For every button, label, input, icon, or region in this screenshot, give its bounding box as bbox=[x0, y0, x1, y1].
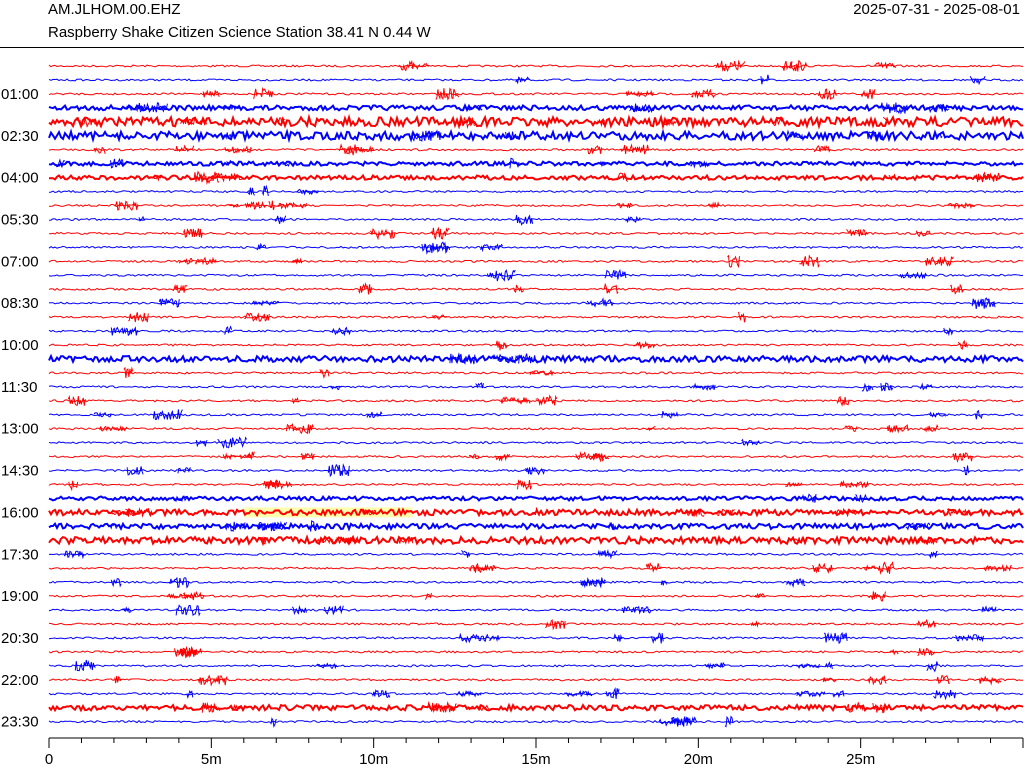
trace-row bbox=[48, 604, 1024, 617]
row-time-label: 04:00 bbox=[1, 170, 39, 187]
trace-row bbox=[48, 382, 1024, 392]
trace-row bbox=[48, 352, 1024, 365]
x-tick-label: 5m bbox=[201, 751, 222, 768]
trace-row bbox=[48, 113, 1024, 131]
trace-row bbox=[48, 184, 1024, 197]
trace-row bbox=[48, 281, 1024, 295]
trace-row bbox=[48, 59, 1024, 73]
trace-row bbox=[48, 436, 1024, 449]
trace-row bbox=[48, 576, 1024, 589]
x-tick-label: 25m bbox=[846, 751, 875, 768]
trace-row bbox=[49, 226, 1024, 241]
row-time-label: 17:30 bbox=[1, 546, 39, 563]
x-tick-label: 20m bbox=[684, 751, 713, 768]
trace-row bbox=[48, 200, 1024, 211]
trace-row bbox=[48, 451, 1024, 463]
trace-row bbox=[48, 297, 1024, 309]
row-time-label: 08:30 bbox=[1, 295, 39, 312]
trace-row bbox=[48, 157, 1024, 169]
trace-row bbox=[48, 506, 1024, 518]
trace-row bbox=[48, 74, 1024, 86]
trace-row bbox=[48, 423, 1024, 435]
time-labels: 01:00 02:30 04:00 05:30 07:00 08:30 10:00 11:30… bbox=[1, 86, 39, 731]
trace-row bbox=[48, 254, 1024, 269]
trace-row bbox=[48, 561, 1024, 575]
trace-row bbox=[48, 659, 1024, 673]
row-time-label: 14:30 bbox=[1, 463, 39, 480]
trace-row bbox=[48, 631, 1024, 645]
row-time-label: 02:30 bbox=[1, 128, 39, 145]
row-time-label: 07:00 bbox=[1, 253, 39, 270]
row-time-label: 11:30 bbox=[1, 379, 37, 396]
x-tick-label: 15m bbox=[521, 751, 550, 768]
row-time-label: 23:30 bbox=[1, 714, 39, 731]
row-time-label: 20:30 bbox=[1, 630, 39, 647]
trace-row bbox=[48, 700, 1024, 714]
trace-row bbox=[48, 463, 1024, 478]
trace-row bbox=[48, 618, 1024, 631]
row-time-label: 16:00 bbox=[1, 504, 39, 521]
trace-row bbox=[48, 493, 1024, 504]
trace-row bbox=[48, 128, 1024, 144]
seismic-traces bbox=[48, 59, 1024, 728]
trace-row bbox=[48, 325, 1023, 337]
row-time-label: 19:00 bbox=[1, 588, 39, 605]
station-description: Raspberry Shake Citizen Science Station … bbox=[48, 24, 431, 41]
x-tick-label: 0 bbox=[45, 751, 53, 768]
trace-row bbox=[48, 409, 1024, 421]
trace-row bbox=[48, 214, 1024, 226]
trace-row bbox=[48, 311, 1023, 323]
station-id: AM.JLHOM.00.EHZ bbox=[48, 1, 181, 18]
row-time-label: 22:00 bbox=[1, 672, 39, 689]
row-time-label: 13:00 bbox=[1, 421, 39, 438]
trace-row bbox=[49, 590, 1024, 602]
trace-row bbox=[48, 674, 1024, 687]
trace-row bbox=[48, 394, 1024, 407]
trace-row bbox=[48, 479, 1024, 492]
row-time-label: 01:00 bbox=[1, 86, 39, 103]
x-tick-label: 10m bbox=[359, 751, 388, 768]
trace-row bbox=[48, 715, 1024, 728]
trace-row bbox=[48, 268, 1024, 282]
date-range: 2025-07-31 - 2025-08-01 bbox=[853, 1, 1020, 18]
trace-row bbox=[48, 366, 1024, 379]
row-time-label: 05:30 bbox=[1, 211, 39, 228]
trace-row bbox=[48, 241, 1024, 255]
trace-row bbox=[48, 645, 1024, 659]
row-time-label: 10:00 bbox=[1, 337, 39, 354]
trace-row bbox=[48, 686, 1024, 701]
trace-row bbox=[48, 170, 1024, 186]
trace-row bbox=[48, 534, 1024, 547]
event-highlight bbox=[243, 507, 413, 518]
trace-row bbox=[48, 143, 1024, 156]
trace-row bbox=[48, 86, 1024, 101]
header-divider bbox=[0, 47, 1024, 48]
x-axis: 0 5m 10m 15m 20m 25m bbox=[45, 737, 1024, 768]
trace-row bbox=[48, 101, 1024, 115]
trace-row bbox=[48, 339, 1024, 351]
trace-row bbox=[48, 519, 1024, 532]
trace-row bbox=[48, 548, 1024, 560]
